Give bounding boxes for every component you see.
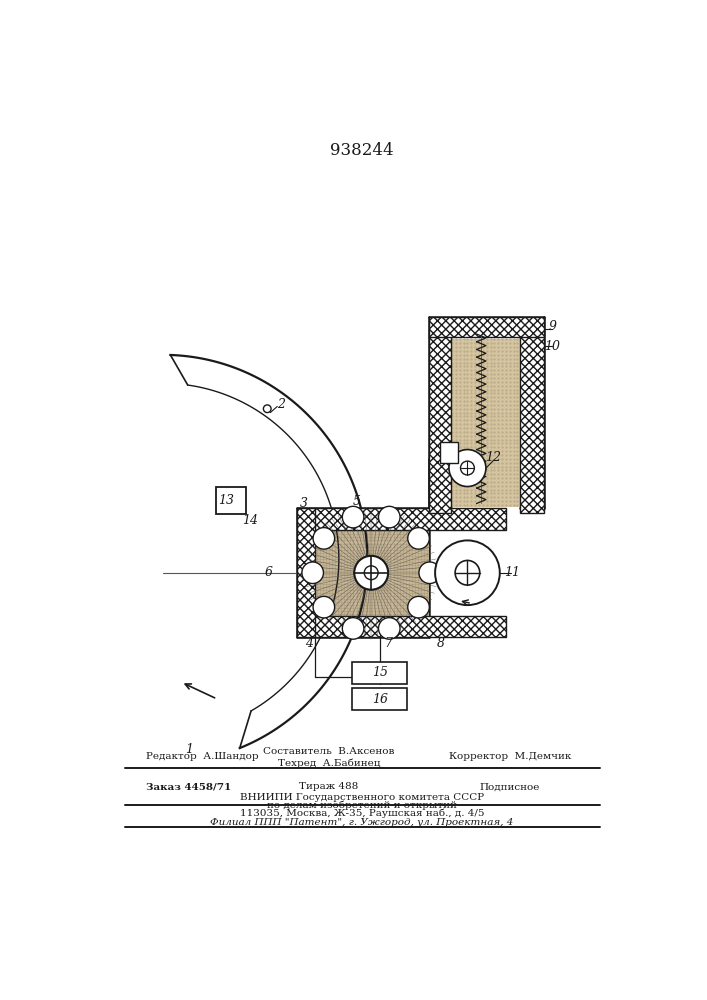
Circle shape [408, 528, 429, 549]
Bar [352, 688, 407, 710]
Text: Составитель  В.Аксенов: Составитель В.Аксенов [263, 747, 395, 756]
Bar [440, 442, 458, 463]
Text: 9: 9 [548, 320, 556, 333]
Circle shape [302, 562, 324, 584]
Text: 5: 5 [353, 495, 361, 508]
Circle shape [342, 506, 364, 528]
Bar [296, 616, 506, 637]
Text: 11: 11 [504, 566, 520, 579]
Circle shape [313, 528, 334, 549]
Circle shape [460, 461, 474, 475]
Text: 12: 12 [486, 451, 502, 464]
Bar [450, 339, 520, 507]
Circle shape [364, 566, 378, 580]
Bar [296, 508, 315, 637]
Bar [429, 317, 544, 337]
Bar [520, 329, 544, 513]
Text: 1: 1 [185, 743, 193, 756]
Text: Тираж 488: Тираж 488 [299, 782, 358, 791]
Bar [352, 662, 407, 684]
Circle shape [435, 540, 500, 605]
Circle shape [313, 596, 334, 618]
Text: Филиал ППП "Патент", г. Ужгород, ул. Проектная, 4: Филиал ППП "Патент", г. Ужгород, ул. Про… [210, 818, 514, 827]
Circle shape [378, 618, 400, 639]
Text: Подписное: Подписное [479, 782, 540, 791]
Text: ВНИИПИ Государственного комитета СССР: ВНИИПИ Государственного комитета СССР [240, 793, 484, 802]
Text: по делам изобретений и открытий: по делам изобретений и открытий [267, 801, 457, 810]
Text: 3: 3 [300, 497, 308, 510]
Text: 13: 13 [218, 494, 233, 507]
Text: Редактор  А.Шандор: Редактор А.Шандор [146, 752, 258, 761]
Circle shape [378, 506, 400, 528]
Bar [216, 487, 247, 514]
Circle shape [354, 556, 388, 590]
Circle shape [455, 560, 480, 585]
Text: 113035, Москва, Ж-35, Раушская наб., д. 4/5: 113035, Москва, Ж-35, Раушская наб., д. … [240, 808, 484, 818]
Text: Корректор  М.Демчик: Корректор М.Демчик [449, 752, 571, 761]
Text: 8: 8 [437, 637, 445, 650]
Text: 15: 15 [372, 666, 387, 679]
Text: 4: 4 [305, 637, 312, 650]
Text: 938244: 938244 [330, 142, 394, 159]
Bar [315, 530, 429, 616]
Text: 6: 6 [265, 566, 273, 579]
Text: 7: 7 [385, 637, 393, 650]
Text: 16: 16 [372, 693, 387, 706]
Text: 14: 14 [243, 514, 258, 527]
Circle shape [408, 596, 429, 618]
Circle shape [342, 618, 364, 639]
Bar [296, 508, 506, 530]
Text: Техред  А.Бабинец: Техред А.Бабинец [278, 758, 380, 768]
Text: Заказ 4458/71: Заказ 4458/71 [146, 782, 230, 791]
Text: 10: 10 [544, 340, 560, 353]
Circle shape [449, 450, 486, 487]
Circle shape [419, 562, 440, 584]
Text: 2: 2 [277, 398, 285, 411]
Bar [429, 329, 450, 513]
